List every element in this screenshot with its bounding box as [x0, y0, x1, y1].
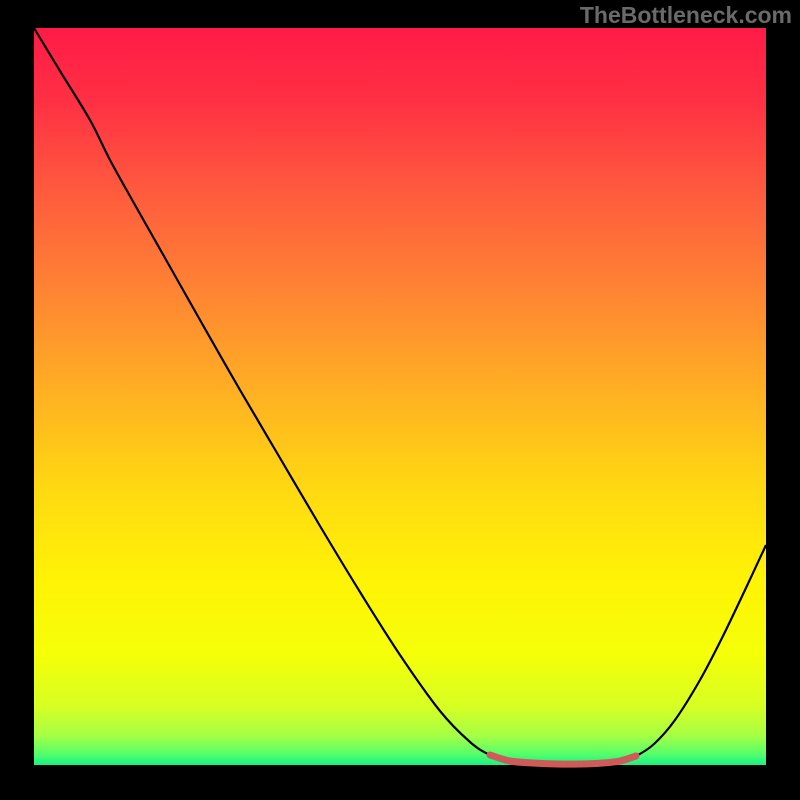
- chart-canvas: [0, 0, 800, 800]
- bottleneck-chart: TheBottleneck.com: [0, 0, 800, 800]
